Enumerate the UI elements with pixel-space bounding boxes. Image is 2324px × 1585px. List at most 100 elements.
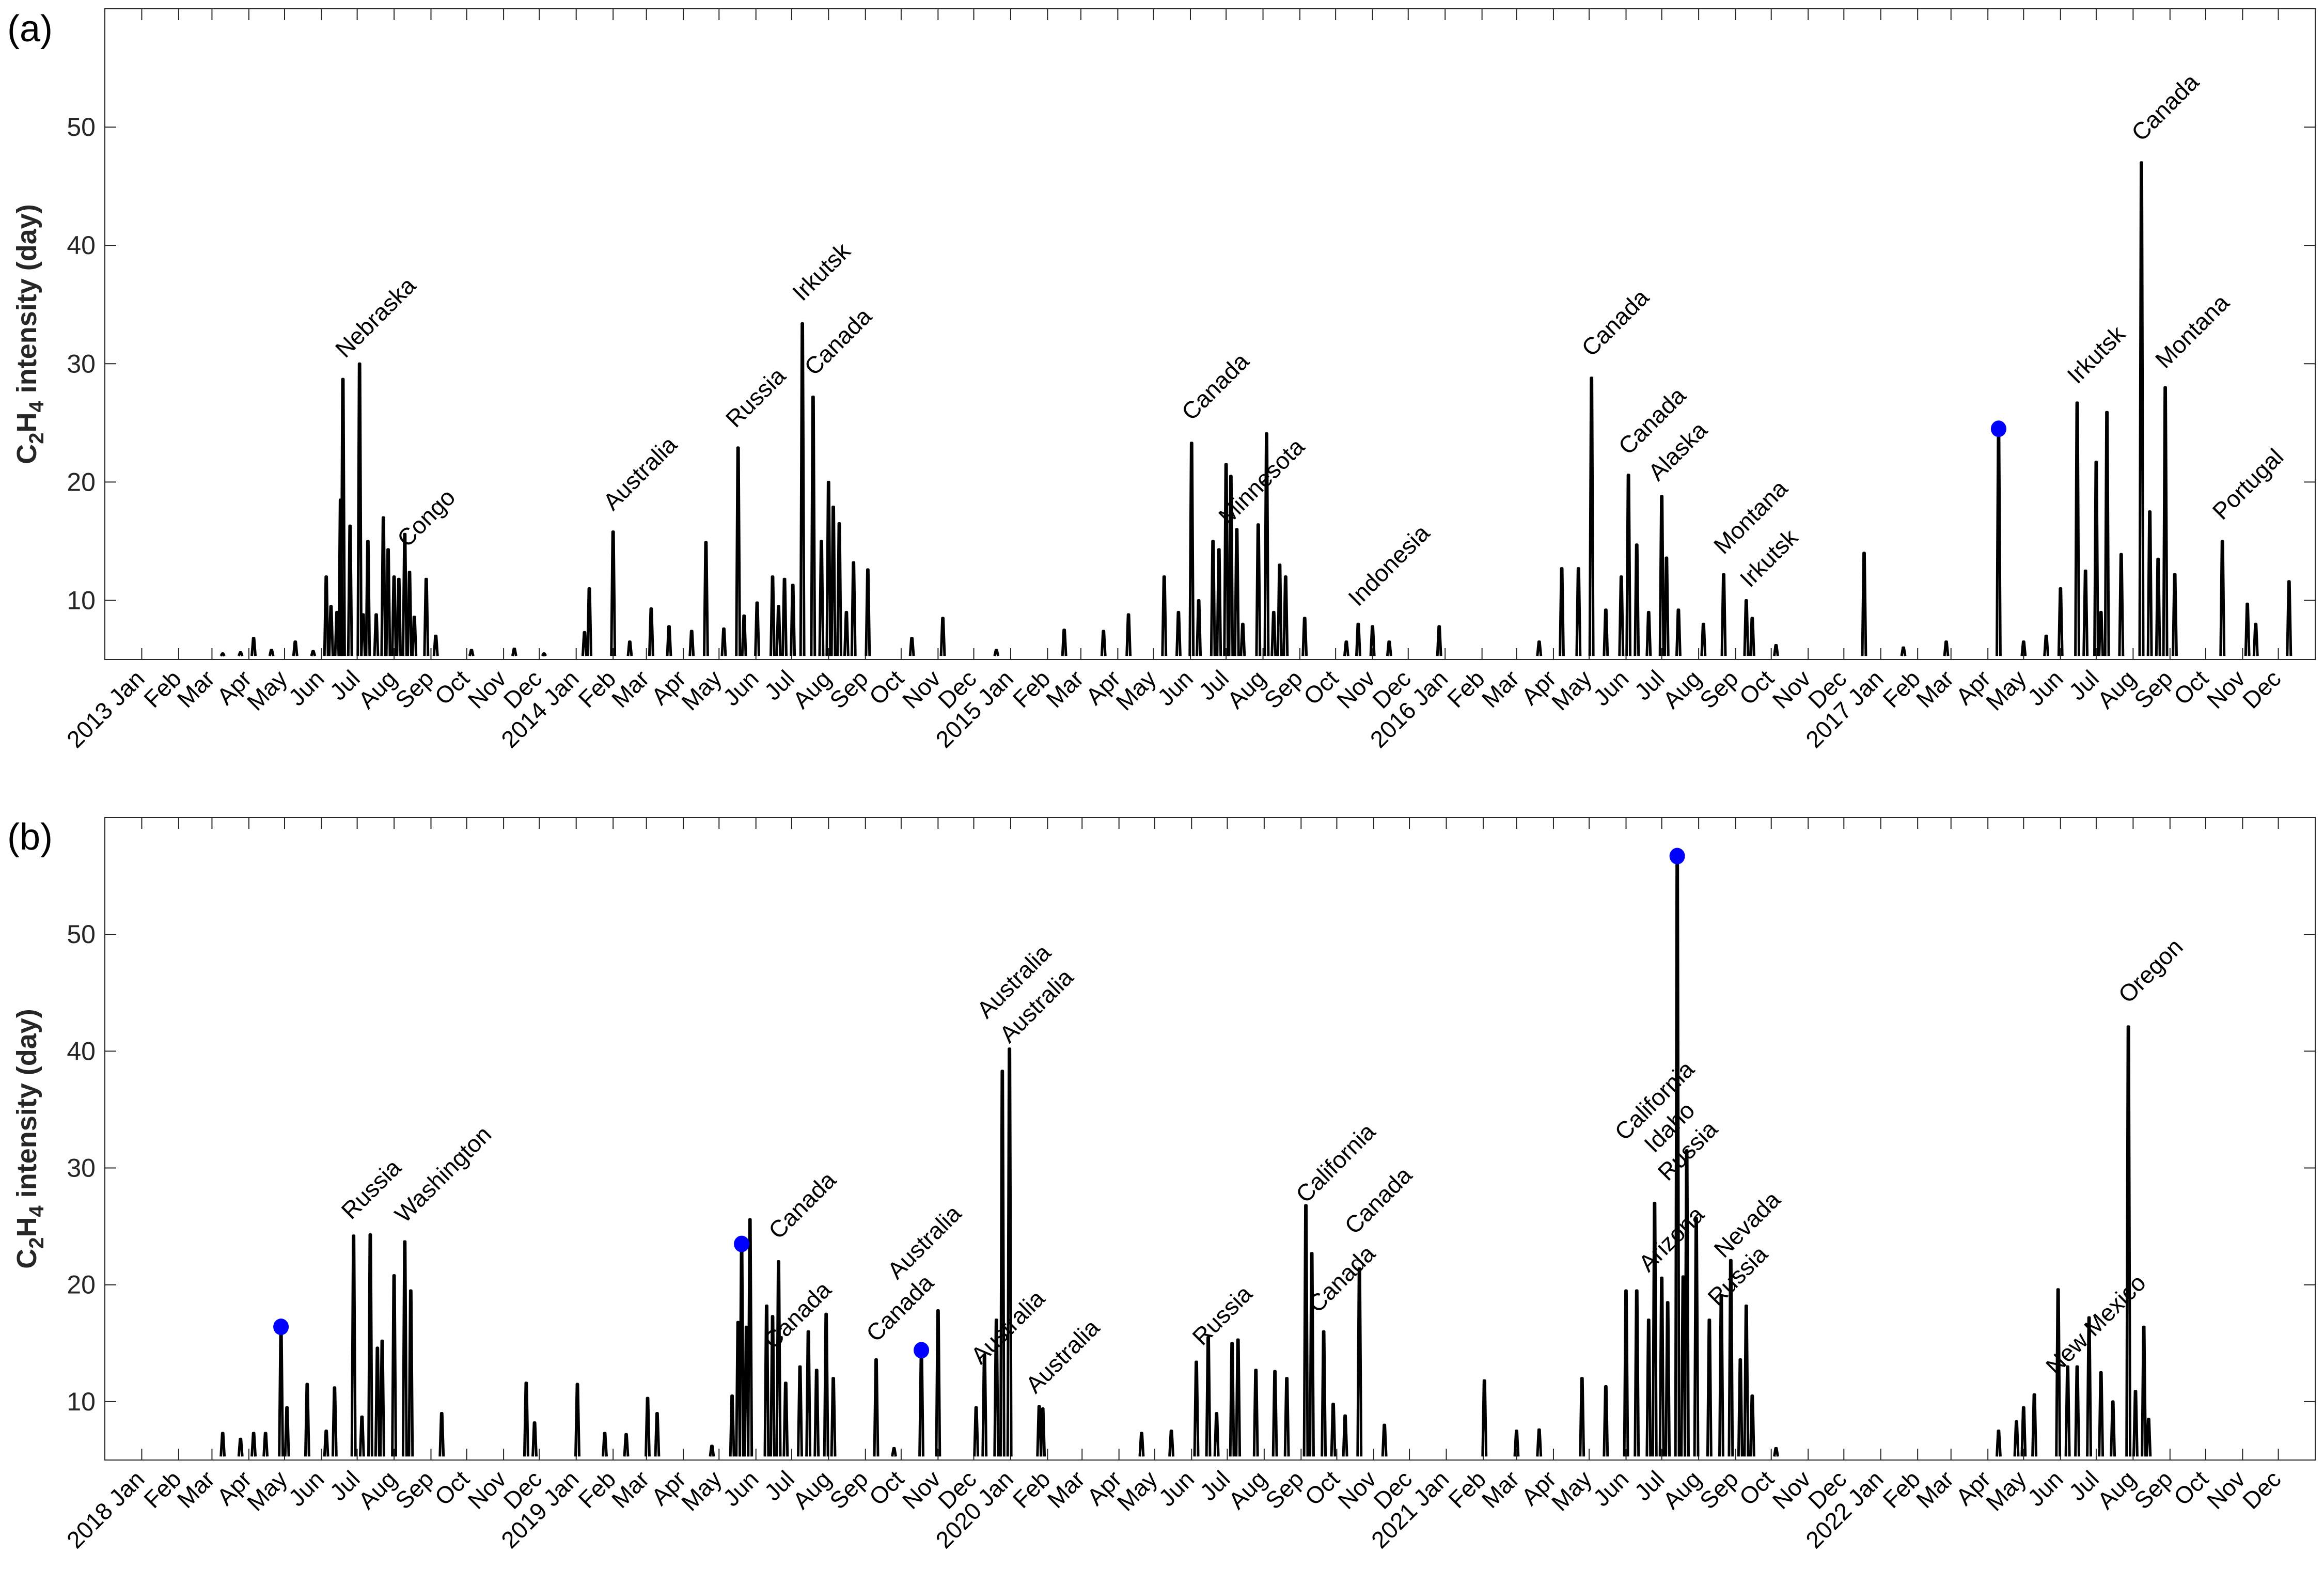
series-spike <box>2098 610 2105 656</box>
series-spike <box>1252 1369 1259 1457</box>
x-tick-label: Jun <box>2022 1465 2068 1511</box>
series-spike <box>797 1365 803 1457</box>
series-spike <box>2055 1288 2062 1457</box>
series-spike <box>1356 1267 1363 1457</box>
series-spike <box>654 1412 661 1457</box>
series-spike <box>1706 1319 1713 1457</box>
x-tick-label: Oct <box>2169 665 2214 710</box>
series-spike <box>1623 1289 1629 1457</box>
series-spike <box>310 650 317 656</box>
series-spike <box>374 1346 381 1457</box>
y-label-text: intensity (day) <box>11 204 42 401</box>
series-spike <box>818 540 825 656</box>
x-tick-label: Aug <box>1222 665 1271 714</box>
series-spike <box>1175 610 1182 656</box>
x-tick-label: 2013 Jan <box>61 665 150 753</box>
series-spike <box>2172 573 2178 656</box>
series-spike <box>268 649 275 656</box>
series-spike <box>380 516 387 656</box>
series-spike <box>810 395 816 656</box>
x-tick-label: Mar <box>1042 1465 1090 1513</box>
series-spike <box>432 634 439 656</box>
series-spike <box>1355 622 1361 656</box>
series-spike <box>292 640 299 656</box>
series-spike <box>2013 1420 2020 1457</box>
x-tick-label: Jun <box>283 1465 329 1511</box>
x-tick-label: Mar <box>172 665 220 713</box>
series-spike <box>1481 1379 1488 1457</box>
series-spike <box>763 1304 770 1457</box>
series-spike <box>1436 625 1442 656</box>
series-spike <box>1675 608 1682 656</box>
series-spike <box>1381 1423 1388 1457</box>
annotation-label: Canada <box>763 1166 841 1244</box>
series-spike <box>703 541 709 656</box>
annotation-label: Nebraska <box>330 272 421 363</box>
event-marker <box>273 1319 289 1336</box>
series-spike <box>741 614 747 656</box>
series-spike <box>1301 617 1308 656</box>
y-tick-label: 40 <box>67 1037 96 1065</box>
x-tick-label: Oct <box>429 1465 475 1511</box>
series-spike <box>1943 640 1950 656</box>
event-marker <box>1669 848 1685 865</box>
x-tick-label: Mar <box>1477 665 1525 713</box>
series-spike <box>2162 386 2169 656</box>
series-spike <box>1773 1447 1779 1457</box>
series-spike <box>2020 640 2027 656</box>
x-tick-label: Mar <box>1911 665 1959 713</box>
series-spike <box>770 1315 776 1457</box>
series-spike <box>1210 540 1216 656</box>
series-spike <box>891 1447 897 1457</box>
series-spike <box>2118 553 2125 656</box>
series-spike <box>1343 640 1349 656</box>
y-label-subscript: 2 <box>25 433 48 444</box>
series-spike <box>1233 528 1240 656</box>
series-spike <box>1302 1204 1309 1457</box>
series-spike <box>541 652 547 657</box>
annotation-label: Canada <box>1176 348 1254 426</box>
series-spike <box>973 1406 980 1457</box>
x-tick-label: Mar <box>172 1465 220 1513</box>
series-spike <box>1235 1338 1242 1457</box>
series-spike <box>1684 1149 1690 1457</box>
x-tick-label: Dec <box>2237 665 2286 714</box>
series-spike <box>2138 161 2145 656</box>
series-spike <box>1270 610 1277 656</box>
series-spike <box>1625 474 1632 656</box>
series-spike <box>908 637 915 656</box>
series-spike <box>1645 1319 1652 1457</box>
series-spike <box>735 446 742 656</box>
annotation-label: Russia <box>1187 1280 1257 1350</box>
y-label-subscript: 4 <box>25 401 48 413</box>
series-spike <box>1588 376 1595 656</box>
series-spike <box>1728 1259 1734 1457</box>
x-tick-label: Mar <box>606 1465 654 1513</box>
series-spike <box>219 652 226 657</box>
series-spike <box>401 532 408 656</box>
series-spike <box>1996 427 2002 656</box>
x-tick-label: Jun <box>283 665 329 711</box>
series-spike <box>666 625 672 656</box>
series-spike <box>836 522 842 656</box>
series-spike <box>709 1445 715 1457</box>
series-spike <box>2252 622 2259 656</box>
x-tick-label: Jun <box>2022 665 2068 711</box>
series-spike <box>468 649 475 656</box>
series-spike <box>1283 1377 1290 1457</box>
series-spike <box>1603 608 1609 656</box>
x-tick-label: Mar <box>606 665 654 713</box>
series-spike <box>1658 495 1665 656</box>
annotation-label: Oregon <box>2113 933 2188 1008</box>
series-spike <box>2286 580 2292 656</box>
x-tick-label: Oct <box>1299 1465 1345 1511</box>
x-tick-label: Oct <box>1734 1465 1779 1511</box>
x-tick-label: Aug <box>1658 1465 1707 1514</box>
series-spike <box>2145 1418 2152 1457</box>
y-tick-label: 20 <box>67 1270 96 1299</box>
series-spike <box>1125 613 1132 656</box>
series-spike <box>993 1319 1000 1457</box>
series-spike <box>581 631 588 656</box>
x-tick-label: Jun <box>1588 665 1634 711</box>
x-tick-label: Jun <box>718 1465 764 1511</box>
